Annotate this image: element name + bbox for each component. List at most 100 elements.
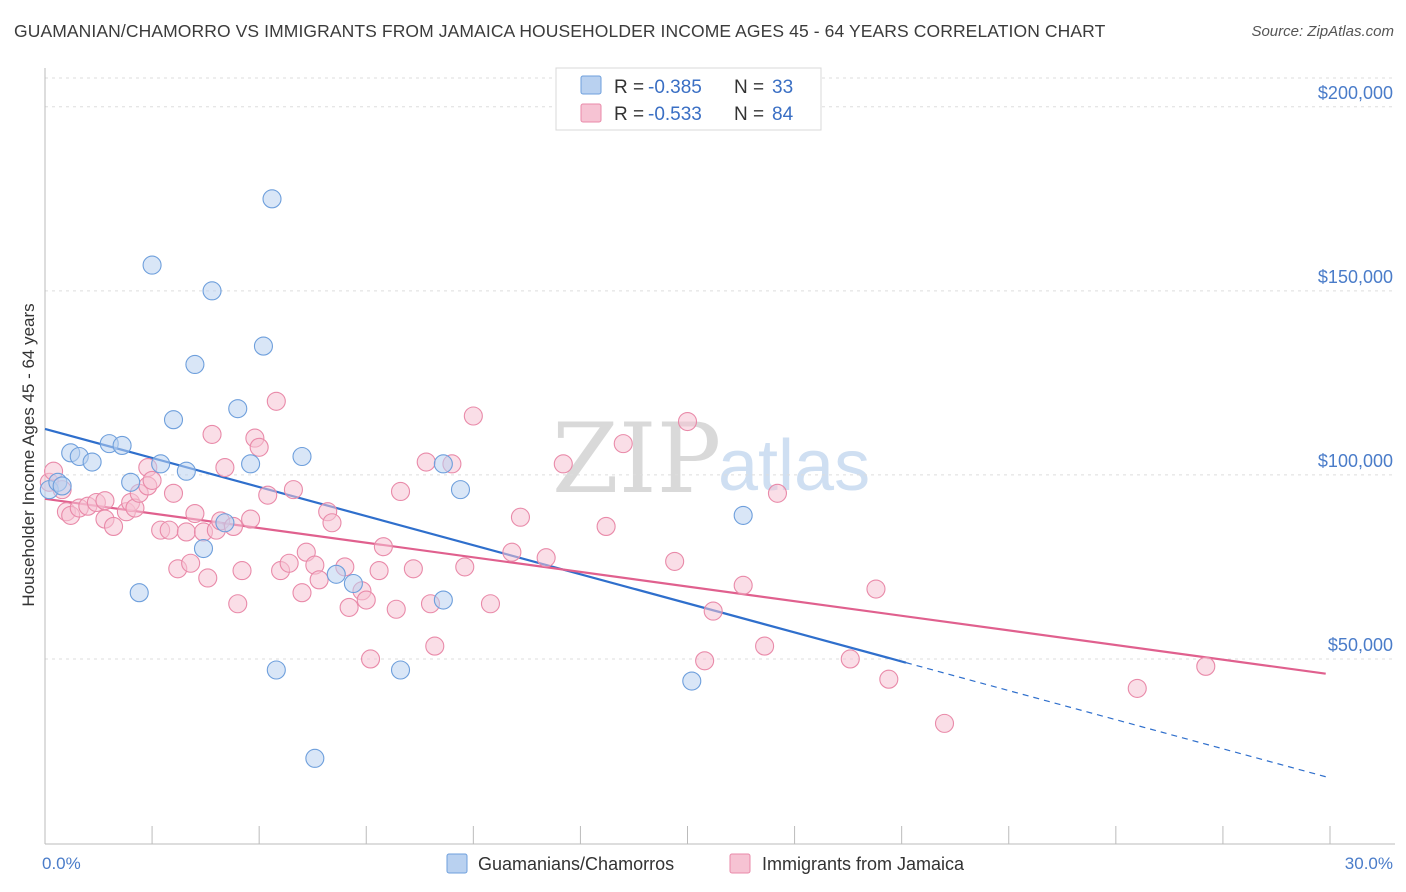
legend: R = -0.385 N = 33 R = -0.533 N = 84 — [555, 67, 822, 131]
jamaica-point — [258, 485, 278, 505]
jamaica-point — [510, 507, 531, 527]
jamaica-point — [840, 649, 860, 669]
legend-n-label-1: N = — [734, 77, 764, 98]
legend-n-label-2: N = — [734, 104, 764, 125]
guamanian-point — [253, 336, 274, 356]
jamaica-point — [1127, 678, 1147, 698]
axes — [44, 68, 1395, 845]
jamaica-point — [767, 483, 788, 503]
guamanian-point — [82, 452, 102, 472]
legend-n-value-1: 33 — [772, 77, 793, 98]
bottom-legend-swatch-pink — [729, 853, 751, 874]
jamaica-point — [879, 669, 899, 689]
guamanian-point — [343, 573, 363, 594]
jamaica-point — [232, 561, 252, 581]
chart-title: GUAMANIAN/CHAMORRO VS IMMIGRANTS FROM JA… — [14, 21, 1106, 41]
bottom-legend-swatch-blue — [446, 853, 468, 874]
jamaica-point — [181, 553, 201, 573]
jamaica-point — [198, 568, 218, 588]
guamanian-point — [305, 748, 325, 768]
jamaica-point — [596, 516, 616, 536]
y-tick-label: $100,000 — [1318, 451, 1393, 471]
watermark-atlas: atlas — [718, 426, 870, 506]
jamaica-point — [176, 522, 196, 542]
guamanian-point — [262, 189, 282, 209]
jamaica-point — [536, 548, 556, 568]
jamaica-point — [369, 561, 389, 581]
jamaica-point — [455, 557, 475, 577]
jamaica-point — [934, 713, 955, 733]
jamaica-point — [403, 559, 423, 579]
guamanian-point — [193, 538, 214, 559]
jamaica-point — [390, 481, 411, 502]
jamaica-point — [266, 391, 286, 411]
tick-labels: $50,000 $100,000 $150,000 $200,000 0.0% 30.0% — [42, 83, 1393, 873]
jamaica-point — [142, 470, 162, 490]
jamaica-point — [703, 601, 723, 621]
jamaica-point — [356, 590, 376, 610]
jamaica-point — [339, 597, 359, 617]
legend-n-value-2: 84 — [772, 104, 794, 125]
jamaica-point — [228, 594, 248, 614]
guamanian-point — [163, 410, 184, 430]
jamaica-point — [103, 516, 124, 536]
jamaica-point — [292, 583, 312, 603]
legend-r-label-1: R = — [614, 77, 644, 98]
jamaica-point — [249, 437, 269, 457]
guamanian-point — [228, 399, 248, 419]
legend-swatch-blue — [580, 75, 602, 95]
jamaica-point — [755, 636, 775, 656]
jamaica-point — [360, 649, 381, 669]
legend-r-value-2: -0.533 — [648, 104, 702, 125]
y-tick-label: $50,000 — [1328, 635, 1393, 655]
x-tick-label-max: 30.0% — [1345, 854, 1393, 873]
y-axis-label: Householder Income Ages 45 - 64 years — [19, 303, 38, 606]
jamaica-point — [185, 504, 205, 524]
guamanian-point — [390, 660, 411, 680]
jamaica-point — [677, 411, 698, 432]
guamanian-point — [215, 513, 235, 533]
jamaica-point — [416, 452, 436, 472]
jamaica-point — [733, 575, 753, 595]
source-credit: Source: ZipAtlas.com — [1251, 23, 1394, 40]
guamanian-point — [185, 354, 205, 375]
jamaica-point — [425, 636, 445, 656]
legend-r-label-2: R = — [614, 104, 644, 125]
guamanian-point — [326, 564, 346, 584]
jamaica-point — [241, 509, 261, 529]
guamanian-point — [733, 505, 753, 525]
jamaica-point — [322, 513, 342, 533]
guamanian-point — [151, 454, 171, 474]
guamanian-point — [682, 671, 702, 691]
jamaica-point — [309, 570, 329, 590]
guamanian-point — [266, 660, 286, 680]
jamaica-point — [283, 480, 303, 500]
jamaica-point — [386, 599, 406, 619]
jamaica-point — [502, 542, 522, 562]
legend-r-value-1: -0.385 — [648, 77, 702, 98]
guamanian-point — [129, 583, 149, 603]
jamaica-point — [163, 483, 184, 503]
guamanian-point — [176, 461, 196, 481]
jamaica-point — [159, 520, 179, 540]
y-tick-label: $200,000 — [1318, 83, 1393, 103]
legend-swatch-pink — [580, 103, 602, 123]
jamaica-point — [553, 454, 573, 474]
watermark: ZIP atlas — [552, 403, 870, 515]
guamanian-point — [450, 480, 471, 500]
guamanian-point — [202, 281, 222, 301]
bottom-legend-label-blue: Guamanians/Chamorros — [478, 854, 674, 874]
x-tick-label-min: 0.0% — [42, 854, 81, 873]
jamaica-point — [695, 651, 715, 671]
guamanian-point — [433, 454, 453, 474]
data-points — [39, 189, 1216, 768]
guamanian-point — [433, 590, 453, 610]
jamaica-point — [279, 553, 299, 573]
bottom-legend-label-pink: Immigrants from Jamaica — [762, 854, 965, 874]
guamanian-point — [292, 446, 312, 467]
jamaica-point — [866, 579, 886, 599]
y-tick-label: $150,000 — [1318, 267, 1393, 287]
guamanian-point — [241, 454, 261, 474]
jamaica-point — [95, 491, 115, 511]
